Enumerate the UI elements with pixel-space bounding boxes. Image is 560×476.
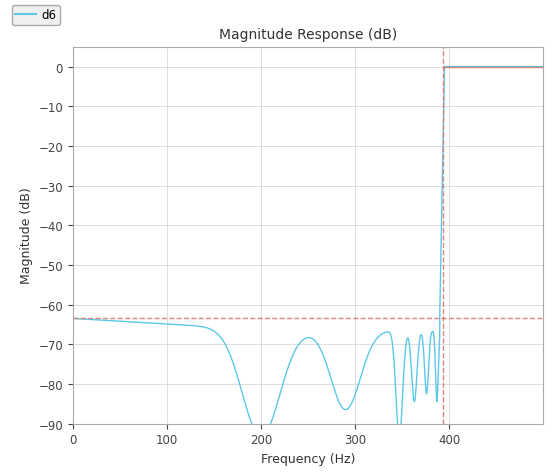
X-axis label: Frequency (Hz): Frequency (Hz) xyxy=(261,452,355,465)
Title: Magnitude Response (dB): Magnitude Response (dB) xyxy=(219,28,397,42)
Y-axis label: Magnitude (dB): Magnitude (dB) xyxy=(20,188,33,284)
Legend: d6: d6 xyxy=(12,6,59,26)
